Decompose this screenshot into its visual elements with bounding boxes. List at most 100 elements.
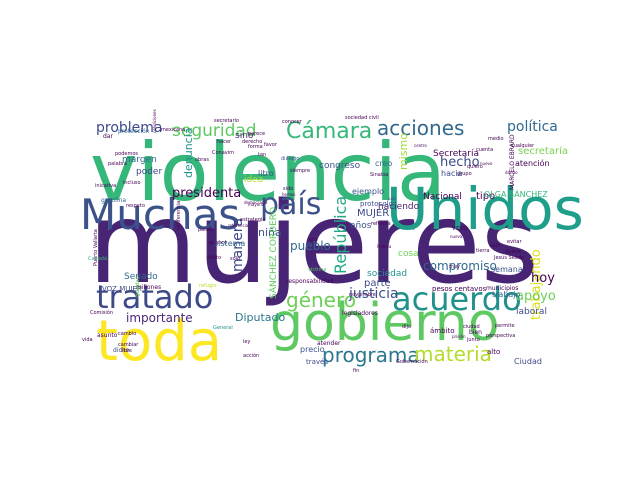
cloud-word: conocer [282, 119, 303, 125]
cloud-word: noviembre [349, 292, 376, 298]
cloud-word: condiciones [152, 109, 157, 133]
cloud-word: nueva [450, 234, 463, 239]
cloud-word: evitar [507, 239, 522, 245]
cloud-word: toda [96, 309, 222, 374]
cloud-word: Canadá [88, 255, 107, 262]
cloud-word: refugio [199, 283, 217, 289]
cloud-word: acuerdo [392, 280, 522, 318]
cloud-word: tipo [476, 191, 495, 202]
cloud-word: VOZ MUJER [102, 285, 142, 293]
cloud-word: cuenta [476, 147, 493, 153]
cloud-word: referencia [228, 223, 249, 228]
cloud-word: protocolo [360, 200, 393, 208]
cloud-word: hemos [282, 192, 295, 197]
cloud-word: país [388, 196, 396, 201]
cloud-word: libre [121, 348, 132, 354]
cloud-word: países [198, 226, 214, 233]
cloud-word: manera [230, 218, 246, 272]
cloud-word: avance [209, 240, 227, 246]
cloud-word: SÁNCHEZ CORDERO [267, 207, 279, 299]
cloud-word: palabra [108, 161, 127, 167]
cloud-word: compromiso [423, 259, 497, 273]
cloud-word: siempre [290, 168, 310, 174]
cloud-word: General [213, 325, 233, 331]
cloud-word: margen [122, 155, 157, 165]
cloud-word: grupo [457, 171, 472, 177]
cloud-word: sólo [230, 255, 240, 262]
cloud-word: VIDEO [452, 226, 468, 232]
cloud-word: hoy [531, 271, 555, 286]
cloud-word: Política [377, 244, 392, 249]
cloud-word: atender [317, 340, 341, 347]
cloud-word: OLGA SÁNCHEZ [484, 188, 548, 199]
cloud-word: diálogo [281, 155, 299, 162]
cloud-word: idea [244, 175, 263, 185]
cloud-word: años [350, 221, 372, 231]
cloud-word: República [331, 196, 350, 274]
cloud-word: importante [126, 311, 193, 325]
cloud-word: víctima [308, 266, 326, 273]
cloud-word: perspectiva [486, 333, 515, 339]
cloud-word: Diputado [235, 311, 286, 324]
cloud-word: litro [258, 169, 274, 178]
cloud-word: incluso [123, 180, 141, 186]
cloud-word: responsabilidad [286, 278, 334, 285]
cloud-word: política [507, 119, 558, 135]
cloud-word: sociedad [367, 269, 407, 279]
cloud-word: haciendo [378, 202, 420, 212]
cloud-word: cosa [398, 249, 419, 259]
cloud-word: presidenta [172, 186, 241, 201]
cloud-word: Comisión [90, 309, 113, 316]
cloud-word: tierra [476, 248, 490, 254]
cloud-word: MARCELO EBRARD [509, 134, 516, 190]
cloud-word: reforma [371, 221, 391, 227]
cloud-word: Jesús Seade [493, 254, 524, 261]
cloud-word: centro [414, 143, 427, 148]
cloud-word: Sinaloa [370, 172, 388, 178]
cloud-word: país [260, 187, 321, 222]
cloud-word: conferencia [176, 201, 182, 230]
cloud-word: ley [243, 339, 250, 345]
cloud-word: sistema [214, 239, 245, 248]
cloud-word: atención [515, 158, 550, 168]
cloud-word: gasolina [101, 197, 126, 204]
cloud-word: forma [248, 144, 263, 150]
cloud-word: municipios [486, 285, 518, 292]
cloud-word: acciones [377, 116, 464, 140]
cloud-word: tan [258, 152, 266, 158]
cloud-word: gobierno [270, 293, 500, 353]
cloud-word: tratado [96, 278, 213, 316]
cloud-word: seguridad [172, 121, 257, 141]
cloud-word: hacer [217, 139, 232, 145]
cloud-word: poder [136, 167, 162, 177]
cloud-word: problema [96, 120, 163, 136]
cloud-word: nuevo [480, 161, 493, 166]
cloud-word: Nacional [423, 192, 462, 202]
cloud-word: Conavim [212, 150, 234, 156]
cloud-word: ejemplo [352, 187, 384, 196]
cloud-word: bien [469, 329, 482, 336]
cloud-word: mujeres [88, 179, 539, 309]
cloud-word: ámbito [430, 327, 455, 335]
cloud-word: secretario [214, 118, 239, 124]
cloud-word: denuncia [182, 127, 195, 178]
cloud-word: democracia [244, 200, 268, 205]
cloud-word: quiero [467, 164, 483, 170]
cloud-word: mismo [397, 133, 410, 170]
cloud-word: cambiar [118, 342, 139, 348]
cloud-word: trabajando [529, 249, 544, 320]
cloud-word: Senado [124, 272, 158, 282]
cloud-word: reto [307, 237, 317, 243]
cloud-word: Cámara [286, 119, 372, 144]
cloud-word: materia [414, 342, 492, 366]
cloud-word: asunto [97, 332, 118, 339]
cloud-word: violencia [90, 126, 446, 219]
cloud-word: hecho [440, 155, 480, 170]
cloud-word: pueblo [290, 239, 331, 253]
cloud-word: mayoría [248, 202, 265, 207]
cloud-word: derecho [242, 139, 262, 145]
cloud-word: trabajo [492, 290, 521, 299]
cloud-word: prisión [452, 334, 466, 339]
cloud-word: pesos centavos [432, 285, 487, 293]
